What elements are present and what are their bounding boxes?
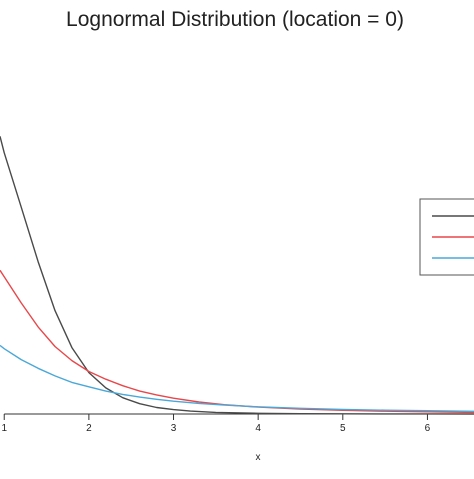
x-tick-label: 5 xyxy=(340,423,346,434)
x-tick-label: 1 xyxy=(1,423,7,434)
x-axis-label: x xyxy=(256,452,261,463)
x-tick-label: 2 xyxy=(86,423,92,434)
x-tick-label: 4 xyxy=(255,423,261,434)
series-line-2 xyxy=(0,269,474,414)
x-tick-label: 3 xyxy=(171,423,177,434)
series-line-3 xyxy=(0,344,474,412)
chart-title: Lognormal Distribution (location = 0) xyxy=(66,8,404,31)
axes-layer: 1 2 3 4 5 6 xyxy=(1,413,474,434)
series-layer xyxy=(0,136,474,415)
x-tick-label: 6 xyxy=(425,423,431,434)
legend xyxy=(419,198,474,276)
series-line-1 xyxy=(0,136,474,415)
